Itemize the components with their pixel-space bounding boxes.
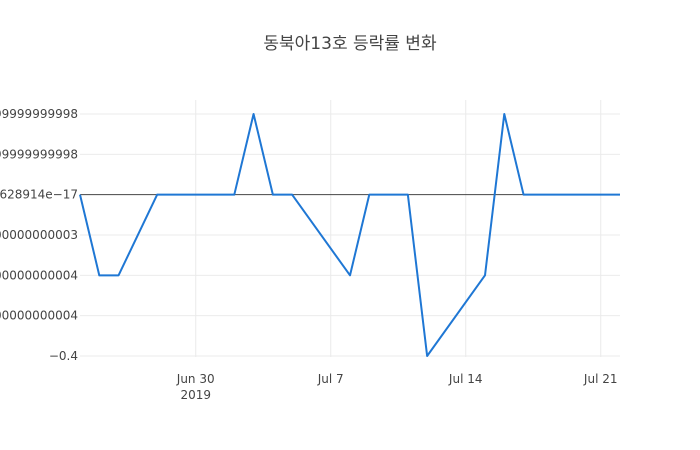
x-tick-label: Jun 30 (176, 372, 215, 386)
x-tick-label: Jul 21 (583, 372, 618, 386)
series-line (79, 113, 620, 357)
x-tick-sublabel: 2019 (180, 388, 211, 402)
y-tick-label: 0.0999999999998 (0, 147, 78, 161)
chart-title: 동북아13호 등락률 변화 (263, 34, 437, 54)
y-axis-ticks: 0.1999999999998 0.0999999999998 1.38777862… (0, 107, 78, 363)
y-tick-label: −0.4 (49, 349, 78, 363)
x-axis-ticks: Jun 30 2019 Jul 7 Jul 14 Jul 21 (176, 372, 618, 402)
y-tick-label: −0.3000000000004 (0, 309, 78, 323)
y-tick-label: 0.1999999999998 (0, 107, 78, 121)
grid-layer (80, 100, 620, 357)
series-layer (79, 113, 620, 357)
x-tick-label: Jul 14 (448, 372, 483, 386)
y-tick-label: 1.387778628914e−17 (0, 188, 78, 202)
y-tick-label: −0.1000000000003 (0, 228, 78, 242)
x-tick-label: Jul 7 (317, 372, 344, 386)
y-tick-label: −0.2000000000004 (0, 268, 78, 282)
